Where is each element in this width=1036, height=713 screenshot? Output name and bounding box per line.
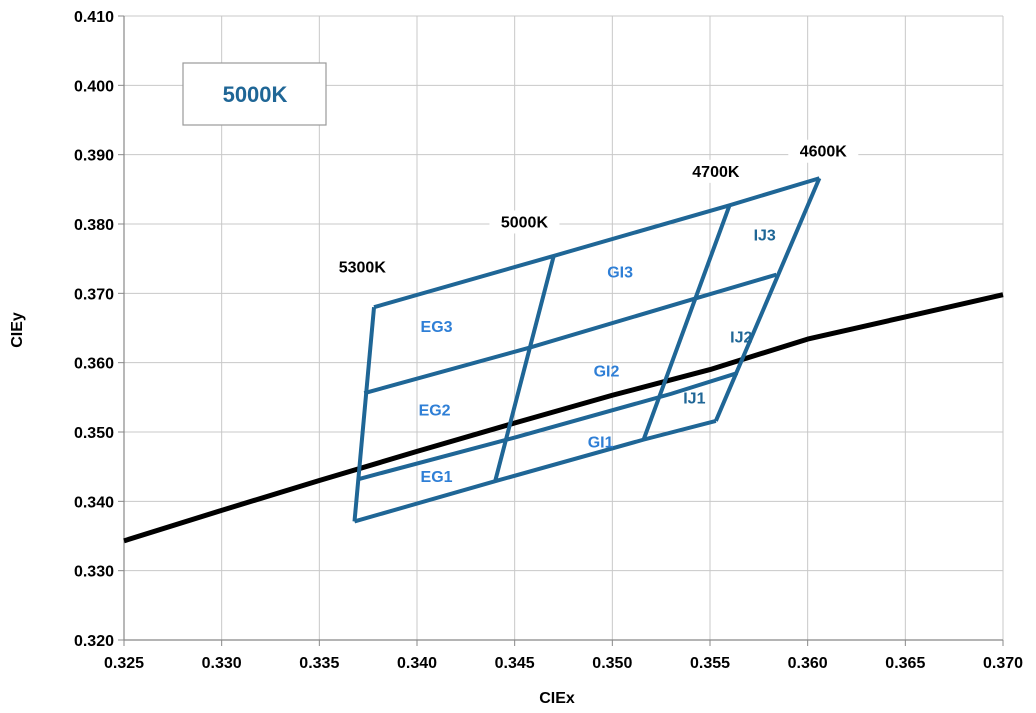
y-tick-label: 0.400 [74,78,114,95]
y-tick-label: 0.350 [74,425,114,442]
cct-line-5300k [352,307,377,522]
chart-title-box: 5000K [182,62,327,126]
y-tick-label: 0.370 [74,286,114,303]
bin-label-gi1: GI1 [588,434,614,451]
x-tick-label: 0.365 [885,655,925,672]
x-tick-label: 0.330 [202,655,242,672]
y-axis-title: CIEy [9,312,26,348]
bin-row-line [357,371,738,482]
bin-label-ij1: IJ1 [683,391,705,408]
bin-grid-layer [352,176,822,524]
y-tick-label: 0.390 [74,148,114,165]
bin-label-ij3: IJ3 [754,228,776,245]
bin-label-gi3: GI3 [607,264,633,281]
cct-label-background [327,255,398,279]
y-tick-label: 0.410 [74,9,114,26]
planckian-locus-layer [123,292,1004,544]
bin-label-ij2: IJ2 [730,330,752,347]
cct-label-5000k: 5000K [501,214,549,231]
y-tick-label: 0.380 [74,217,114,234]
x-tick-label: 0.350 [592,655,632,672]
cct-labels-layer: 5300K 5000K 4700K 4600K [327,139,859,279]
cct-label-4700k: 4700K [692,164,740,181]
x-tick-label: 0.325 [104,655,144,672]
bin-label-eg2: EG2 [419,402,451,419]
bin-label-gi2: GI2 [594,364,620,381]
cct-line-4600k [714,177,822,422]
x-tick-label: 0.370 [983,655,1023,672]
tick-labels-layer: 0.325 0.330 0.335 0.340 0.345 0.350 0.355 0.360… [74,9,1023,672]
x-tick-label: 0.335 [299,655,339,672]
x-tick-label: 0.360 [788,655,828,672]
y-tick-label: 0.320 [74,633,114,650]
cct-label-5300k: 5300K [339,260,387,277]
chart-title: 5000K [223,82,288,107]
x-tick-label: 0.355 [690,655,730,672]
cct-line-4700k [641,204,732,441]
cct-line-5000k [493,255,556,482]
x-tick-label: 0.340 [397,655,437,672]
y-tick-label: 0.360 [74,356,114,373]
y-tick-label: 0.340 [74,494,114,511]
grid [118,15,1004,646]
bin-row-line [353,418,717,524]
bin-labels-layer: EG1 EG2 EG3 GI1 GI2 GI3 IJ1 IJ2 IJ3 [419,228,776,486]
x-axis-title: CIEx [539,690,575,707]
plot-frame [123,16,1003,641]
bin-row-line [363,272,777,396]
x-tick-label: 0.345 [495,655,535,672]
y-tick-label: 0.330 [74,564,114,581]
cct-label-4600k: 4600K [800,144,848,161]
planckian-locus-line [123,292,1004,544]
bin-label-eg1: EG1 [421,469,453,486]
bin-row-line [373,176,820,310]
cct-label-background [788,139,859,163]
cct-label-background [489,210,560,234]
bin-label-eg3: EG3 [421,319,453,336]
cct-label-background [680,159,751,183]
